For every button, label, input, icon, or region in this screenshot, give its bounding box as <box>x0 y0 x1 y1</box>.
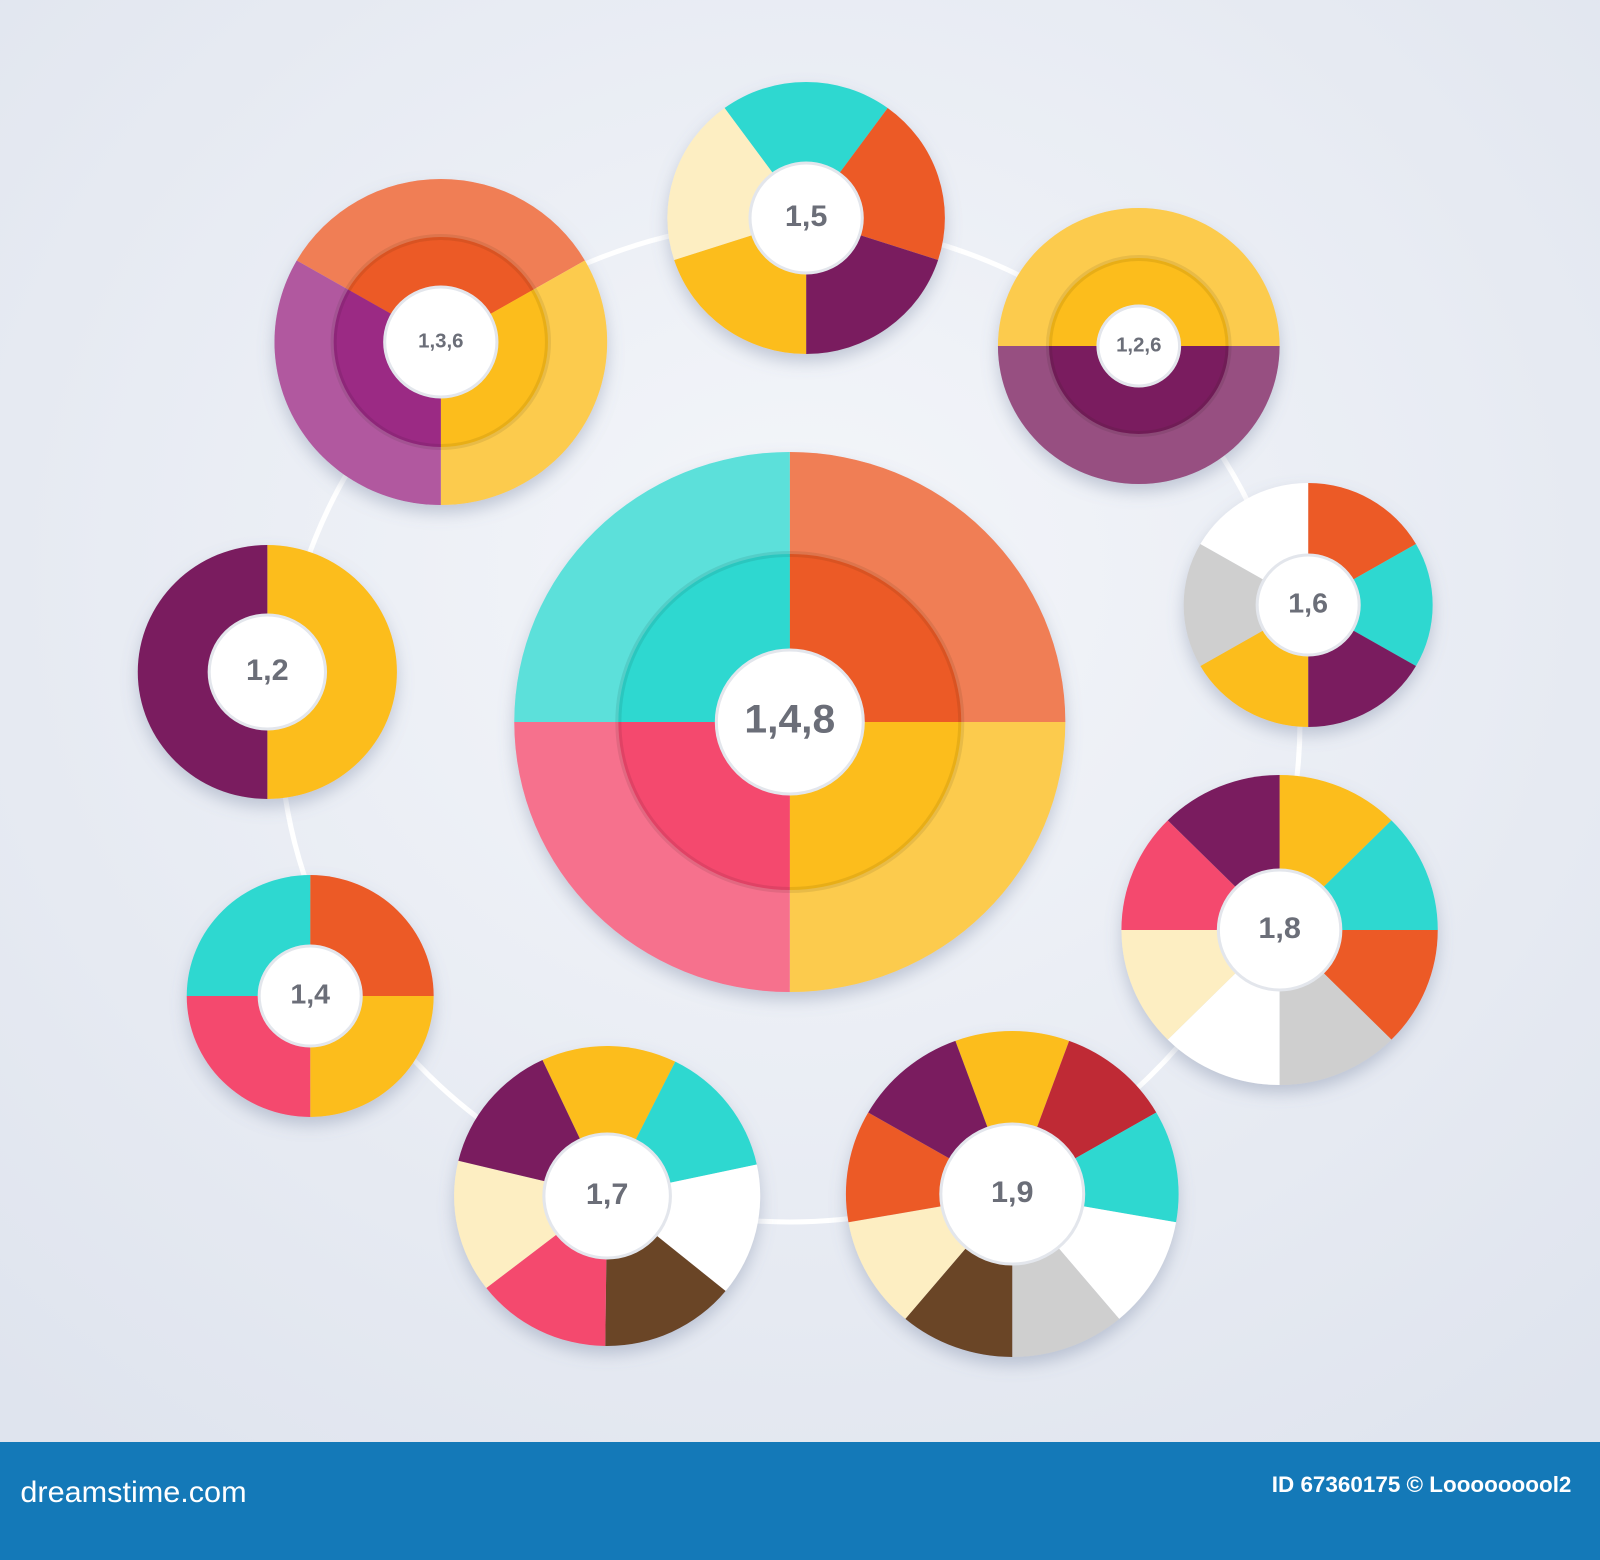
center-hole <box>383 285 499 399</box>
center-hole <box>542 1132 672 1260</box>
inner-segment <box>1048 258 1229 346</box>
center-hole <box>1096 304 1182 388</box>
pie-node <box>137 545 397 799</box>
center-hole <box>1255 553 1361 657</box>
pie-node <box>274 178 608 505</box>
node-label: 1,2 <box>246 654 289 687</box>
ring-edge <box>615 551 965 893</box>
segment <box>955 1031 1070 1194</box>
segment <box>267 545 397 799</box>
footer-bar <box>0 1442 1600 1560</box>
node-label: 1,5 <box>785 200 828 233</box>
segment <box>724 82 888 218</box>
node-label: 1,4,8 <box>744 696 835 742</box>
node-label: 1,3,6 <box>418 330 463 352</box>
pie-node <box>997 208 1280 484</box>
node-label: 1,9 <box>991 1176 1034 1209</box>
pie-node <box>667 82 945 354</box>
segment <box>542 1046 676 1196</box>
pie-node <box>1183 483 1433 727</box>
segment <box>1308 544 1433 666</box>
center-hole <box>939 1122 1086 1266</box>
node-label: 1,4 <box>290 978 330 1010</box>
segment <box>1183 544 1309 666</box>
segment <box>137 545 268 799</box>
footer-site: dreamstime.com <box>20 1476 246 1509</box>
center-hole <box>257 944 363 1048</box>
node-label: 1,2,6 <box>1116 334 1161 356</box>
inner-segment <box>1048 346 1229 434</box>
pie-node <box>1121 775 1438 1085</box>
pie-node <box>454 1046 761 1346</box>
center-hole <box>1216 868 1343 992</box>
ring-edge <box>1045 255 1232 437</box>
pie-node <box>514 452 1066 992</box>
node-label: 1,7 <box>586 1178 629 1211</box>
node-label: 1,8 <box>1258 912 1301 945</box>
center-hole <box>748 161 864 275</box>
pie-node <box>845 1031 1179 1357</box>
ring-edge <box>330 234 552 450</box>
center-hole <box>714 648 865 796</box>
node-layer: 1,4,8 1,5 1,3,6 1,2,6 1,2 1,6 1,8 1,4 1,7 1,9 <box>137 82 1438 1357</box>
footer-id: ID 67360175 © Looooooool2 <box>1272 1472 1572 1497</box>
node-label: 1,6 <box>1288 587 1328 619</box>
pie-node <box>186 875 434 1117</box>
center-hole <box>207 613 328 731</box>
